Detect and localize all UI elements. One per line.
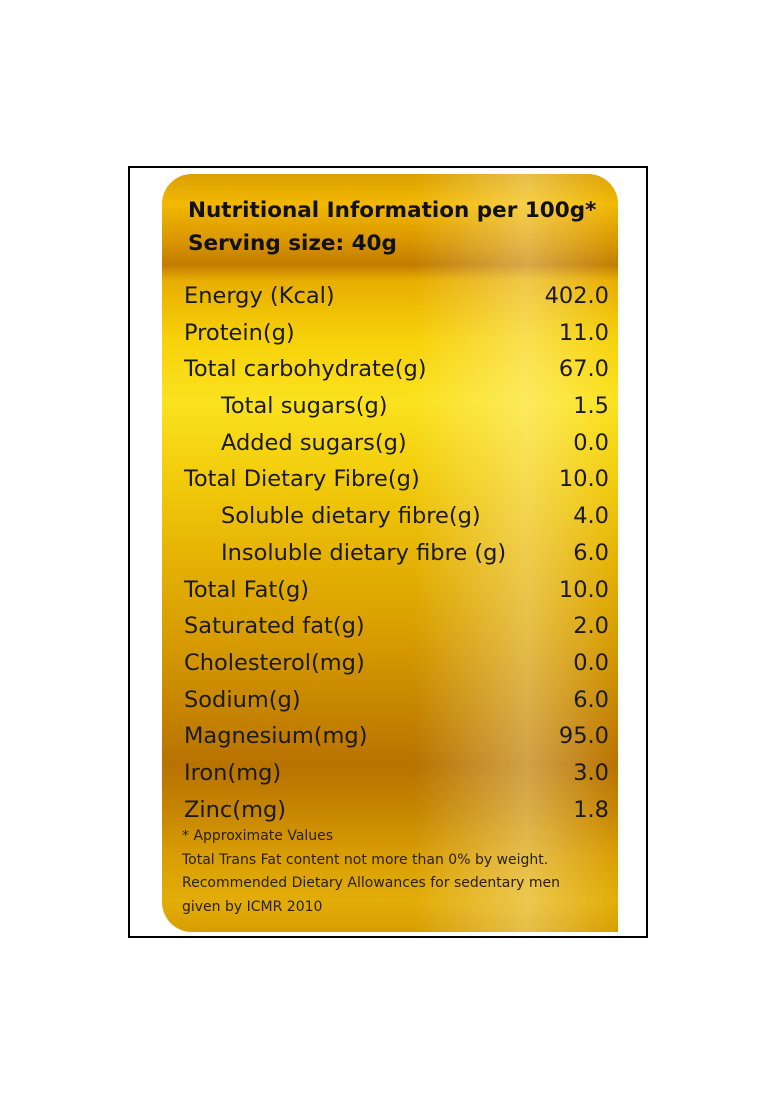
nutrient-value: 95.0 — [558, 723, 609, 750]
nutrient-name: Protein(g) — [184, 319, 295, 346]
nutrient-name: Sodium(g) — [184, 686, 301, 713]
nutrient-value: 3.0 — [573, 759, 609, 786]
nutrient-name: Cholesterol(mg) — [184, 649, 365, 676]
footnote-approximate: * Approximate Values — [182, 828, 334, 844]
nutrient-name: Energy (Kcal) — [184, 283, 335, 309]
nutrient-value: 402.0 — [544, 283, 609, 309]
nutrient-row: Total Dietary Fibre(g) 10.0 — [184, 461, 609, 498]
nutrient-name: Insoluble dietary fibre (g) — [221, 539, 507, 566]
footnote-trans-fat: Total Trans Fat content not more than 0%… — [182, 851, 549, 868]
nutrient-name: Saturated fat(g) — [184, 613, 365, 640]
nutrient-value: 10.0 — [558, 466, 609, 493]
nutrient-value: 6.0 — [573, 686, 609, 713]
nutrient-row: Energy (Kcal) 402.0 — [184, 278, 609, 315]
nutrient-name: Iron(mg) — [184, 759, 282, 786]
serving-size: Serving size: 40g — [188, 231, 397, 256]
label-header: Nutritional Information per 100g* Servin… — [188, 194, 608, 260]
nutrient-name: Magnesium(mg) — [184, 723, 368, 750]
nutrient-row: Soluble dietary fibre(g) 4.0 — [184, 498, 609, 535]
nutrient-row: Total sugars(g) 1.5 — [184, 388, 609, 425]
nutrition-label: Nutritional Information per 100g* Servin… — [162, 174, 618, 932]
nutrient-value: 11.0 — [558, 319, 609, 346]
nutrient-value: 4.0 — [573, 503, 609, 530]
nutrient-value: 0.0 — [573, 429, 609, 456]
nutrient-name: Total Fat(g) — [184, 576, 310, 603]
nutrient-name: Soluble dietary fibre(g) — [221, 503, 481, 530]
nutrient-row: Total carbohydrate(g) 67.0 — [184, 351, 609, 388]
nutrient-value: 2.0 — [573, 613, 609, 640]
nutrient-value: 0.0 — [573, 649, 609, 676]
nutrient-row: Cholesterol(mg) 0.0 — [184, 645, 609, 682]
nutrient-name: Zinc(mg) — [184, 796, 287, 823]
nutrient-row: Zinc(mg) 1.8 — [184, 792, 609, 829]
label-title: Nutritional Information per 100g* — [188, 198, 597, 223]
nutrient-value: 1.8 — [573, 796, 609, 823]
nutrient-row: Protein(g) 11.0 — [184, 315, 609, 352]
footnote-icmr: given by ICMR 2010 — [182, 898, 323, 915]
nutrient-value: 1.5 — [573, 393, 609, 420]
nutrient-name: Total Dietary Fibre(g) — [184, 466, 420, 493]
nutrient-name: Total carbohydrate(g) — [184, 356, 427, 383]
nutrient-row: Sodium(g) 6.0 — [184, 682, 609, 719]
nutrient-row: Insoluble dietary fibre (g) 6.0 — [184, 535, 609, 572]
nutrient-row: Magnesium(mg) 95.0 — [184, 718, 609, 755]
nutrient-row: Total Fat(g) 10.0 — [184, 572, 609, 609]
footnotes: * Approximate Values Total Trans Fat con… — [182, 825, 614, 919]
nutrient-value: 10.0 — [558, 576, 609, 603]
nutrient-row: Saturated fat(g) 2.0 — [184, 608, 609, 645]
nutrient-name: Total sugars(g) — [221, 393, 388, 420]
nutrient-value: 6.0 — [573, 539, 609, 566]
nutrient-name: Added sugars(g) — [221, 429, 407, 456]
nutrient-table: Energy (Kcal) 402.0 Protein(g) 11.0 Total ca… — [184, 278, 609, 828]
nutrient-value: 67.0 — [558, 356, 609, 383]
nutrient-row: Added sugars(g) 0.0 — [184, 425, 609, 462]
nutrient-row: Iron(mg) 3.0 — [184, 755, 609, 792]
footnote-rda: Recommended Dietary Allowances for seden… — [182, 875, 560, 891]
